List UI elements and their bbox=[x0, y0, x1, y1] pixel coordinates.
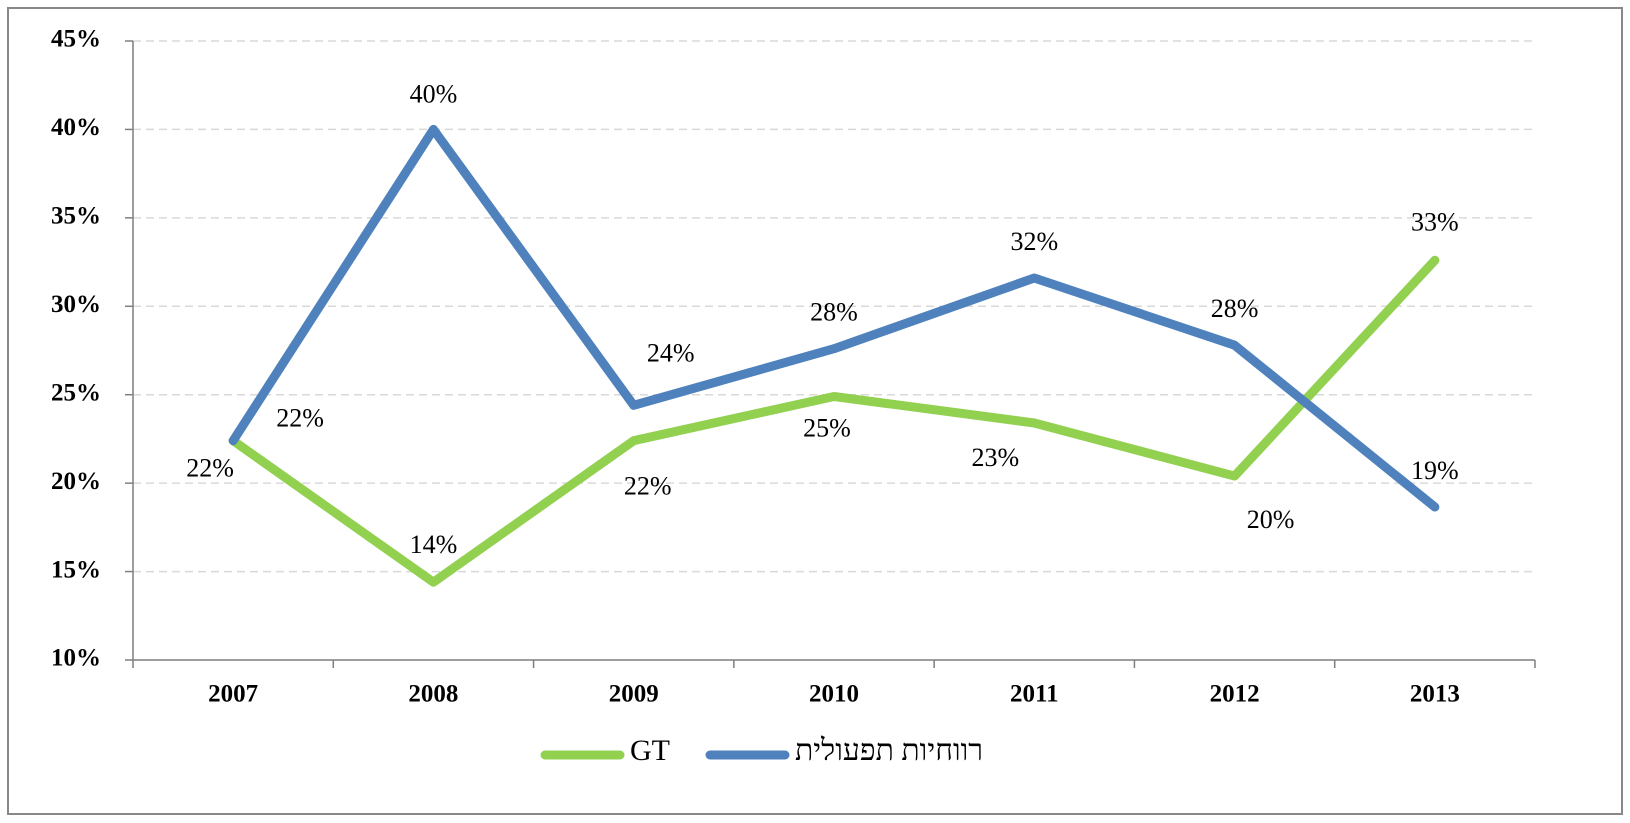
x-tick-label: 2009 bbox=[609, 681, 659, 708]
data-label: 33% bbox=[1411, 207, 1459, 236]
data-label: 28% bbox=[1211, 294, 1259, 323]
x-tick-label: 2013 bbox=[1410, 681, 1460, 708]
x-tick-label: 2008 bbox=[408, 681, 458, 708]
x-tick-label: 2012 bbox=[1210, 681, 1260, 708]
data-label: 28% bbox=[810, 298, 858, 327]
data-label: 19% bbox=[1411, 456, 1459, 485]
y-tick-label: 30% bbox=[51, 291, 101, 318]
y-tick-label: 20% bbox=[51, 468, 101, 495]
line-series bbox=[228, 124, 1440, 512]
x-tick-label: 2007 bbox=[208, 681, 258, 708]
y-tick-label: 35% bbox=[51, 203, 101, 230]
data-label: 24% bbox=[647, 338, 695, 367]
data-label: 22% bbox=[276, 404, 324, 433]
y-tick-label: 25% bbox=[51, 379, 101, 406]
data-label: 22% bbox=[624, 472, 672, 501]
y-tick-label: 15% bbox=[51, 556, 101, 583]
legend-label: רווחיות תפעולית bbox=[795, 734, 983, 767]
line-series bbox=[228, 255, 1440, 587]
data-label: 32% bbox=[1010, 227, 1058, 256]
data-label: 40% bbox=[410, 79, 458, 108]
y-tick-label: 45% bbox=[51, 26, 101, 53]
data-label: 20% bbox=[1247, 505, 1295, 534]
data-label: 14% bbox=[410, 530, 458, 559]
data-label: 23% bbox=[971, 443, 1019, 472]
data-label: 22% bbox=[186, 454, 234, 483]
data-label: 25% bbox=[803, 413, 851, 442]
x-tick-label: 2011 bbox=[1010, 681, 1059, 708]
y-tick-label: 40% bbox=[51, 114, 101, 141]
y-tick-label: 10% bbox=[51, 645, 101, 672]
x-tick-label: 2010 bbox=[809, 681, 859, 708]
legend-label: GT bbox=[630, 734, 670, 767]
chart-frame bbox=[7, 7, 1623, 815]
